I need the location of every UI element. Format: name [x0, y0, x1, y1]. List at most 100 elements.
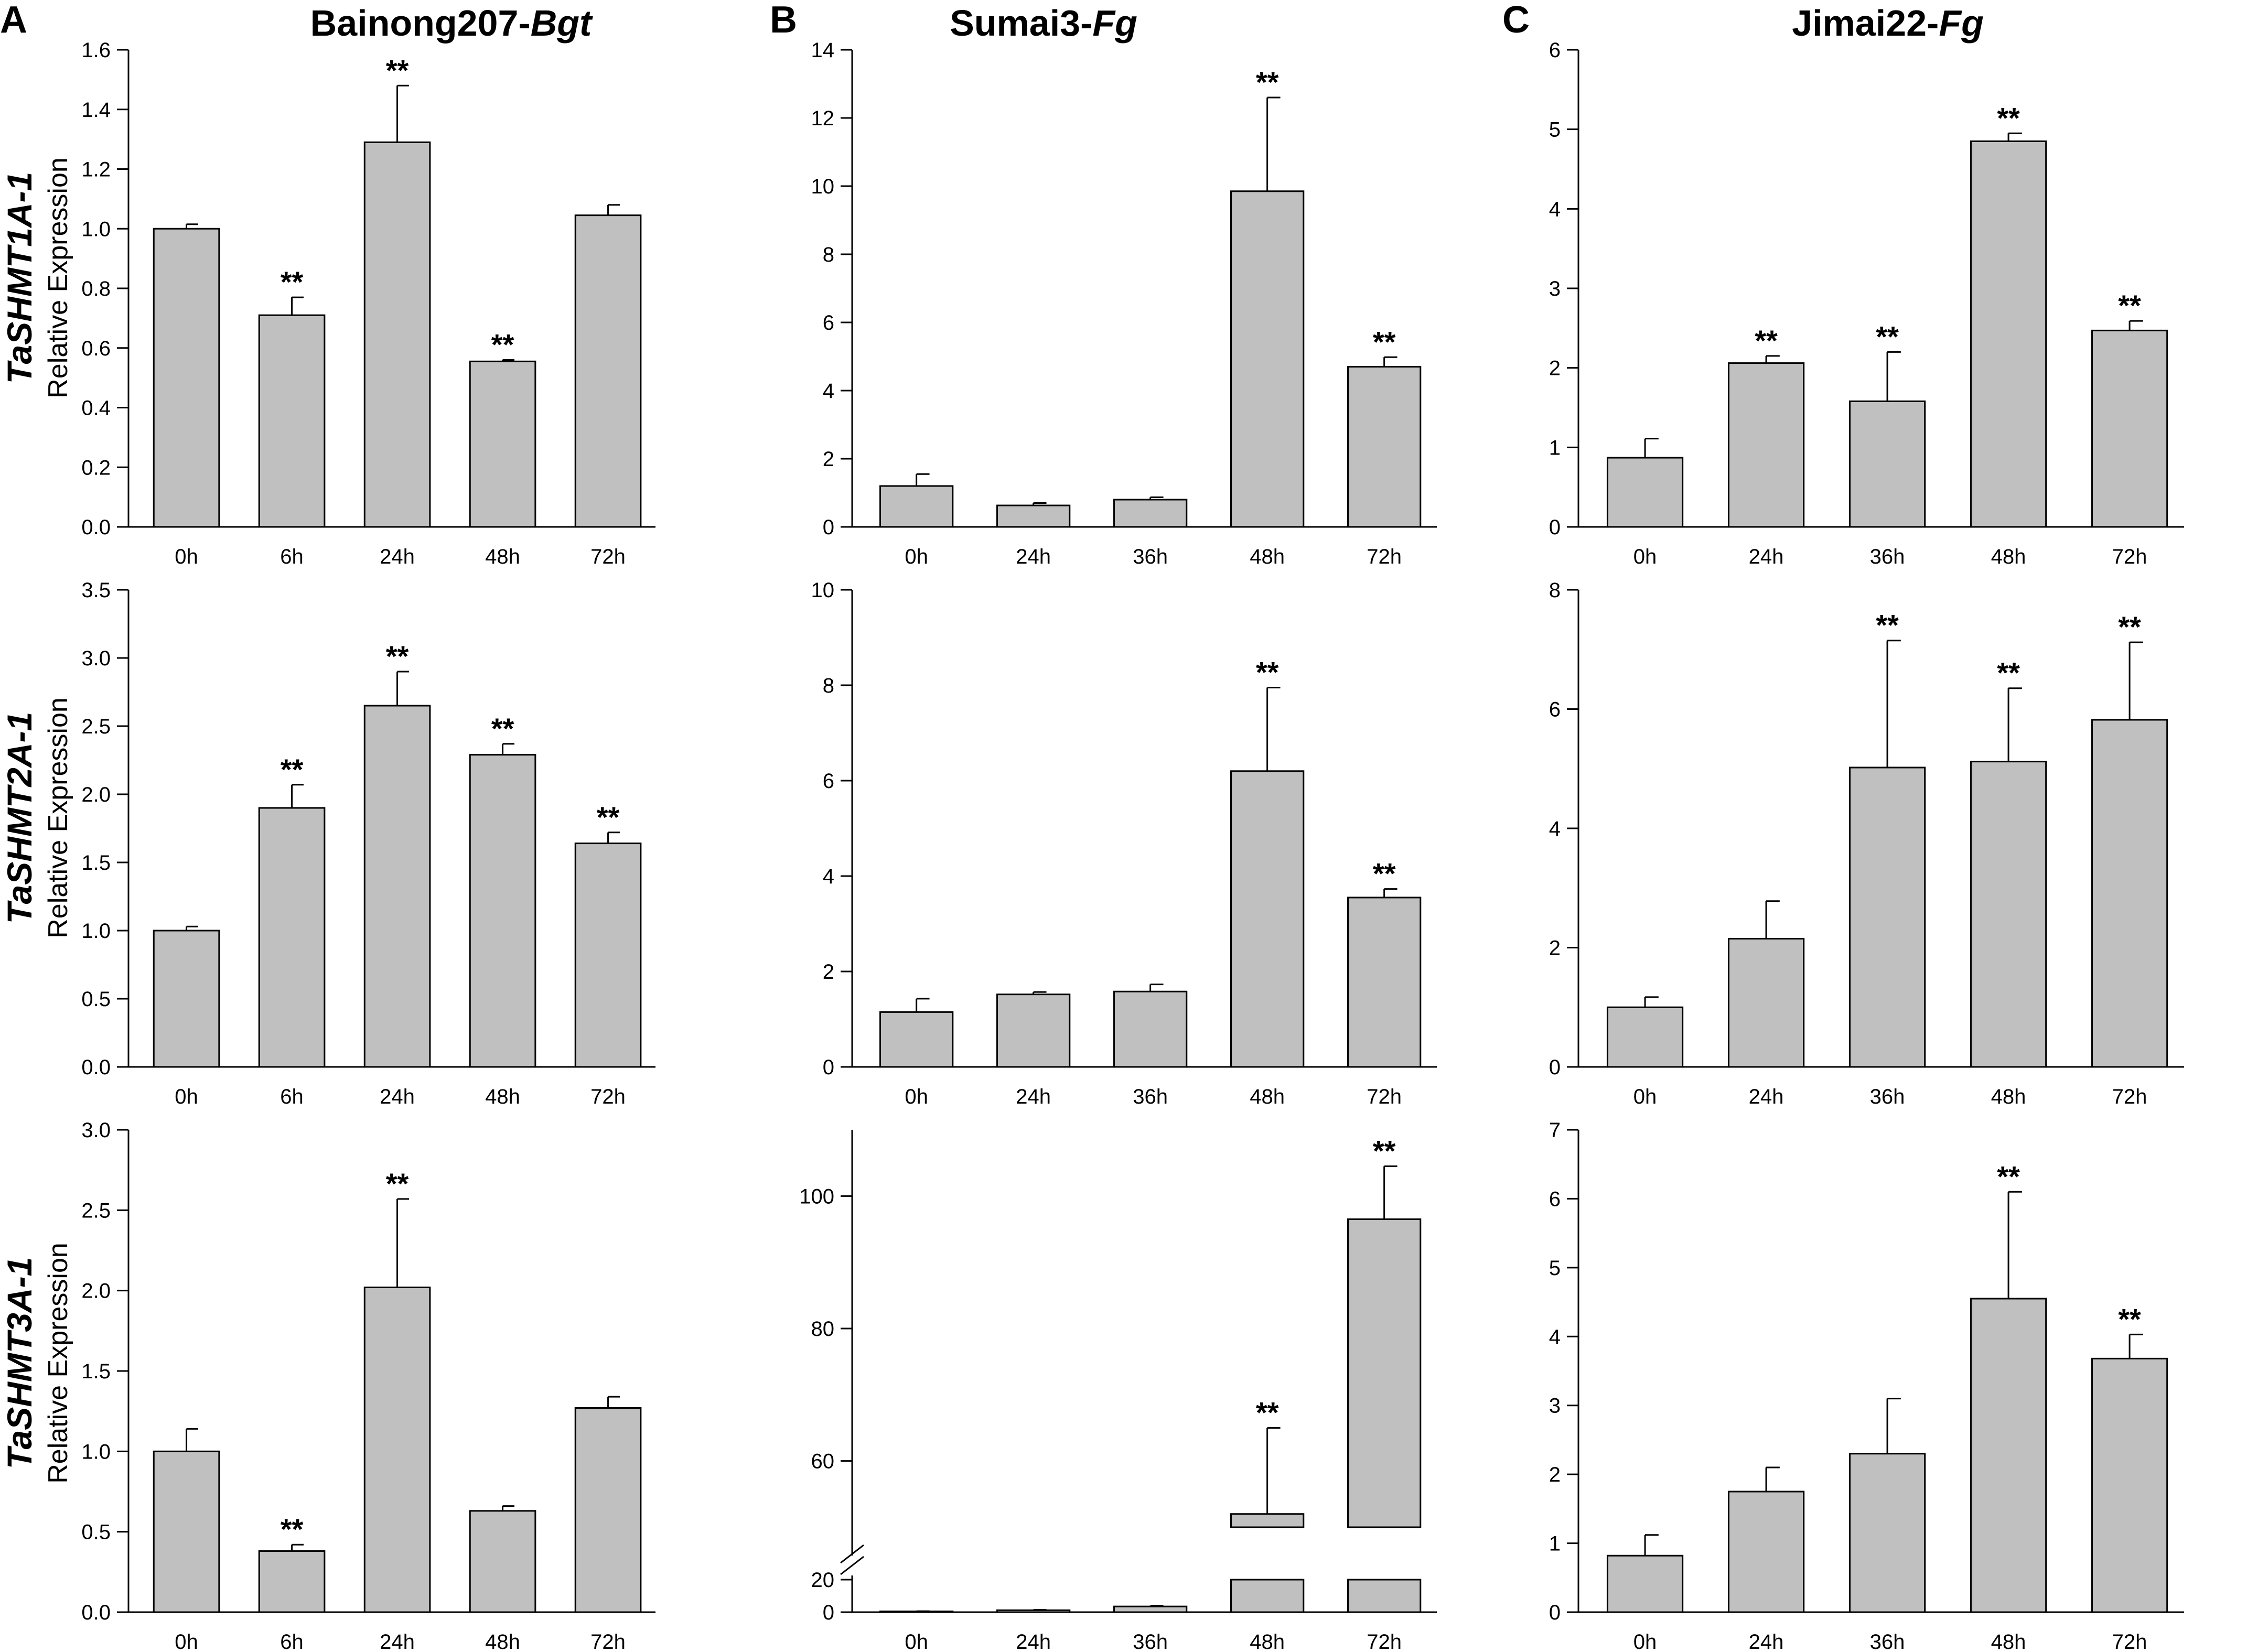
- bar: [363, 705, 431, 1068]
- significance-label: **: [597, 801, 620, 834]
- bar: [153, 228, 220, 528]
- bar: [2091, 1357, 2168, 1613]
- x-tick-label: 72h: [2112, 1085, 2147, 1108]
- y-tick-label: 1.6: [81, 39, 111, 62]
- column-title-b-italic: Fg: [1092, 3, 1137, 44]
- significance-label: **: [386, 53, 409, 87]
- axis-break-mark: [840, 1544, 864, 1564]
- bar: [153, 930, 220, 1068]
- significance-label: **: [2118, 610, 2141, 643]
- bar: [2091, 329, 2168, 528]
- column-title-b: Sumai3-Fg: [950, 3, 1137, 44]
- x-tick-label: 0h: [175, 1085, 198, 1108]
- y-tick-label: 4: [1549, 1325, 1561, 1348]
- bar: [1113, 990, 1188, 1068]
- y-tick-label: 60: [811, 1450, 835, 1473]
- x-tick-label: 0h: [175, 545, 198, 568]
- x-tick-label: 24h: [1016, 545, 1051, 568]
- y-tick-label: 3.5: [81, 579, 111, 602]
- significance-label: **: [1876, 609, 1899, 642]
- x-tick-label: 48h: [1250, 545, 1285, 568]
- bar: [1347, 897, 1422, 1068]
- y-tick-label: 0.0: [81, 516, 111, 539]
- y-tick-label: 1.2: [81, 158, 111, 181]
- bar: [153, 1450, 220, 1613]
- y-tick-label: 5: [1549, 118, 1561, 142]
- charts-container: 0.00.20.40.60.81.01.21.41.60h 6h**24h**48…: [81, 39, 2184, 1652]
- significance-label: **: [1256, 656, 1279, 689]
- x-tick-label: 36h: [1870, 1085, 1905, 1108]
- bar: [1606, 1006, 1684, 1068]
- y-tick-label: 8: [823, 674, 834, 697]
- y-tick-label: 0: [1549, 1601, 1561, 1624]
- y-tick-label: 6: [823, 311, 834, 334]
- x-tick-label: 24h: [1016, 1085, 1051, 1108]
- y-tick-label: 8: [823, 243, 834, 266]
- x-tick-label: 36h: [1133, 545, 1168, 568]
- x-tick-label: 0h: [175, 1631, 198, 1652]
- significance-label: **: [1755, 324, 1778, 357]
- bar: [1848, 1453, 1926, 1613]
- row-ylabel-1: Relative Expression: [43, 157, 73, 398]
- y-tick-label: 0.4: [81, 397, 111, 420]
- bar: [574, 214, 642, 528]
- x-tick-label: 36h: [1870, 1631, 1905, 1652]
- y-tick-label: 0.5: [81, 988, 111, 1011]
- y-tick-label: 12: [811, 107, 835, 130]
- significance-label: **: [1997, 1160, 2020, 1193]
- bar: [1347, 1579, 1422, 1613]
- y-tick-label: 7: [1549, 1119, 1561, 1142]
- panel-letter-a: A: [0, 0, 27, 41]
- significance-label: **: [281, 1513, 304, 1546]
- y-tick-label: 3: [1549, 1395, 1561, 1418]
- x-tick-label: 6h: [280, 1631, 304, 1652]
- significance-label: **: [2118, 289, 2141, 322]
- y-tick-label: 2: [1549, 1463, 1561, 1486]
- x-tick-label: 0h: [905, 1085, 928, 1108]
- x-tick-label: 36h: [1133, 1085, 1168, 1108]
- y-tick-label: 6: [823, 770, 834, 793]
- y-tick-label: 1: [1549, 1532, 1561, 1556]
- bar: [2091, 719, 2168, 1068]
- x-tick-label: 72h: [1367, 1631, 1402, 1652]
- y-tick-label: 20: [811, 1569, 835, 1592]
- y-tick-label: 2.0: [81, 783, 111, 806]
- column-title-b-main: Sumai3-: [950, 3, 1092, 44]
- axis-break-mark: [840, 1556, 864, 1575]
- bar: [258, 807, 326, 1068]
- x-tick-label: 48h: [1250, 1631, 1285, 1652]
- significance-label: **: [1256, 1396, 1279, 1429]
- chart-r2-c3: 0 2 4 6 8 0h 24h 36h ** 48h ** 72h **: [1549, 579, 2184, 1108]
- bar: [363, 141, 431, 528]
- y-tick-label: 100: [799, 1185, 834, 1208]
- bar: [1727, 362, 1805, 528]
- bar: [574, 843, 642, 1068]
- significance-label: **: [1256, 66, 1279, 99]
- significance-label: **: [281, 265, 304, 298]
- significance-label: **: [491, 712, 514, 745]
- significance-label: **: [1373, 857, 1396, 890]
- x-tick-label: 48h: [1991, 545, 2026, 568]
- x-tick-label: 24h: [380, 545, 415, 568]
- significance-label: **: [1997, 101, 2020, 134]
- column-title-a-main: Bainong207-: [310, 3, 531, 44]
- bar: [363, 1287, 431, 1613]
- y-tick-label: 1.5: [81, 1360, 111, 1383]
- bar: [1347, 366, 1422, 528]
- y-tick-label: 2: [1549, 357, 1561, 380]
- row-gene-label-3: TaSHMT3A-1: [0, 1257, 39, 1470]
- bar: [1113, 499, 1188, 528]
- x-tick-label: 48h: [485, 1631, 520, 1652]
- x-tick-label: 0h: [905, 545, 928, 568]
- x-tick-label: 24h: [380, 1085, 415, 1108]
- x-tick-label: 36h: [1870, 545, 1905, 568]
- x-tick-label: 6h: [280, 545, 304, 568]
- x-tick-label: 0h: [905, 1631, 928, 1652]
- x-tick-label: 36h: [1133, 1631, 1168, 1652]
- y-tick-label: 0.8: [81, 277, 111, 300]
- y-tick-label: 0: [823, 516, 834, 539]
- bar: [1970, 140, 2047, 528]
- y-tick-label: 4: [1549, 198, 1561, 221]
- bar: [1727, 937, 1805, 1068]
- bar: [1970, 761, 2047, 1068]
